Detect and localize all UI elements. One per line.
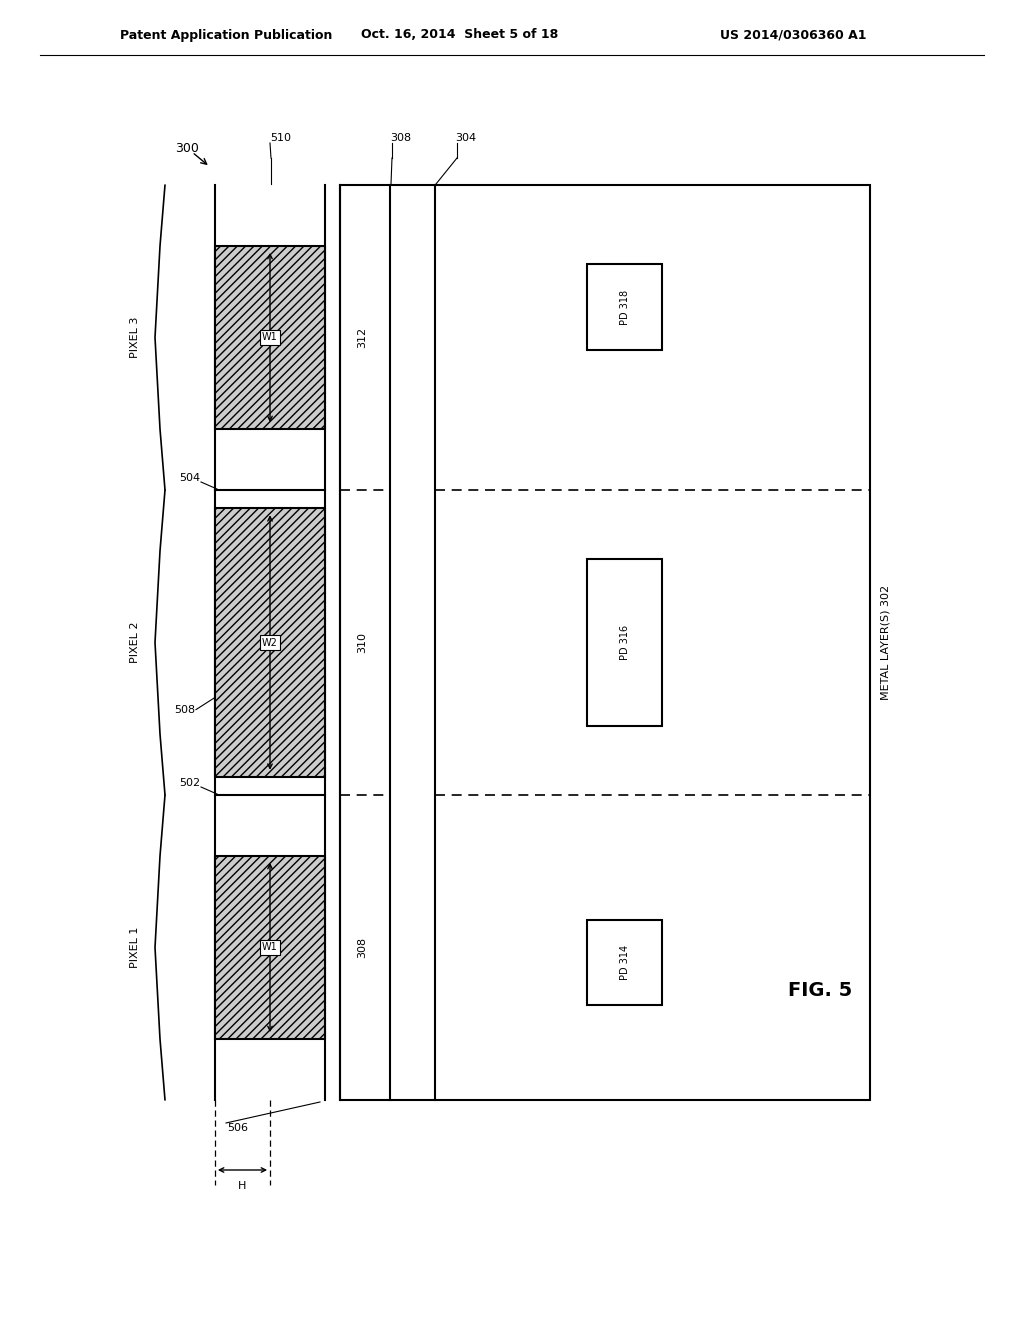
Bar (587, 558, 663, 726)
Bar (215, 508, 325, 776)
Bar (215, 855, 325, 1039)
Text: PIXEL 3: PIXEL 3 (130, 317, 140, 358)
Text: 308: 308 (390, 133, 411, 143)
Text: FIG. 5: FIG. 5 (787, 981, 852, 999)
Bar (587, 920, 663, 1006)
Text: 506: 506 (227, 1123, 248, 1133)
Bar (340, 185, 870, 1100)
Text: PD 314: PD 314 (620, 945, 630, 981)
Text: 504: 504 (179, 473, 200, 483)
Text: 510: 510 (270, 133, 291, 143)
Text: PD 316: PD 316 (620, 624, 630, 660)
Text: W2: W2 (262, 638, 278, 648)
Text: H: H (239, 1181, 247, 1191)
Text: 300: 300 (175, 141, 199, 154)
Text: 508: 508 (174, 705, 195, 714)
Text: 304: 304 (455, 133, 476, 143)
Text: W1: W1 (262, 333, 278, 342)
Text: W1: W1 (262, 942, 278, 953)
Text: 310: 310 (357, 632, 368, 653)
Text: PD 318: PD 318 (620, 289, 630, 325)
Text: US 2014/0306360 A1: US 2014/0306360 A1 (720, 29, 866, 41)
Text: Patent Application Publication: Patent Application Publication (120, 29, 333, 41)
Bar (587, 264, 663, 350)
Text: 312: 312 (357, 327, 368, 348)
Text: METAL LAYER(S) 302: METAL LAYER(S) 302 (880, 585, 890, 700)
Text: 308: 308 (357, 937, 368, 958)
Bar (215, 246, 325, 429)
Text: Oct. 16, 2014  Sheet 5 of 18: Oct. 16, 2014 Sheet 5 of 18 (361, 29, 559, 41)
Text: PIXEL 1: PIXEL 1 (130, 927, 140, 968)
Text: 502: 502 (179, 777, 200, 788)
Text: PIXEL 2: PIXEL 2 (130, 622, 140, 663)
